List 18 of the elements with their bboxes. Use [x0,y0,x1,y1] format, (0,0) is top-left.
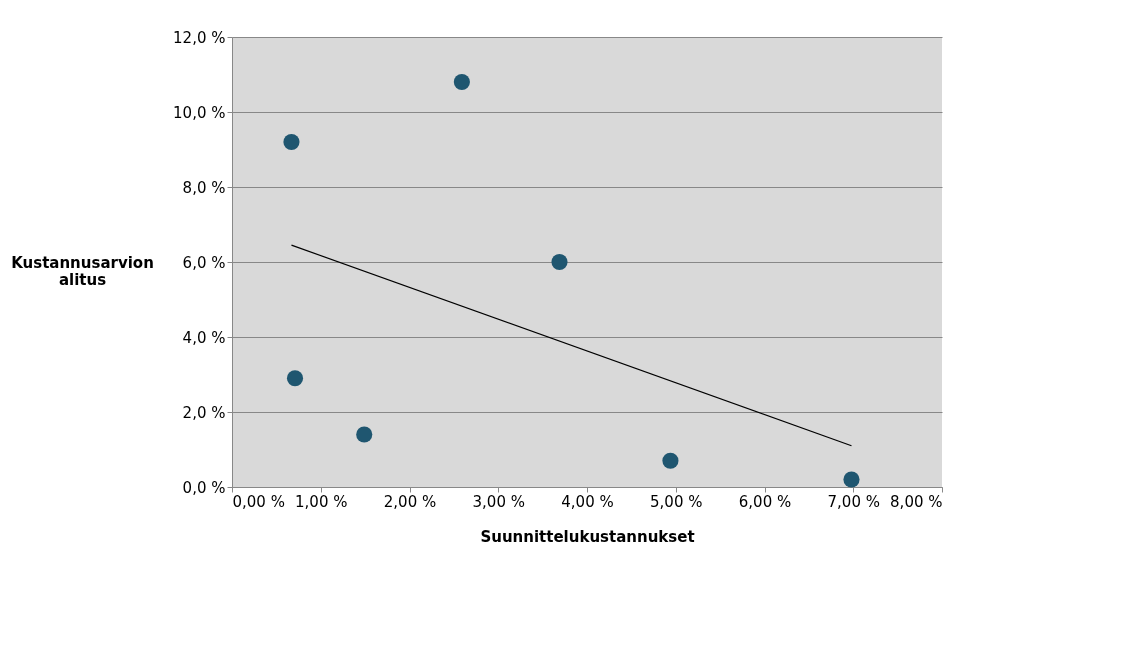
x-tick-label: 5,00 % [650,492,703,511]
x-tick-label: 2,00 % [383,492,437,511]
x-tick-label: 1,00 % [295,492,348,511]
x-tick-label: 4,00 % [561,492,614,511]
x-tick-label: 7,00 % [827,492,880,511]
x-tick-label: 3,00 % [472,492,525,511]
y-axis-title: Kustannusarvion alitus [11,253,154,289]
y-tick-label: 12,0 % [173,28,226,47]
y-tick-label: 6,0 % [182,253,226,272]
y-tick-label: 10,0 % [173,103,226,122]
y-tick-label: 4,0 % [182,328,226,347]
x-axis-title: Suunnittelukustannukset [480,527,695,546]
y-tick-label: 2,0 % [182,403,226,422]
x-tick-label: 6,00 % [738,492,792,511]
y-tick-label: 0,0 % [182,478,226,497]
x-tick-label: 8,00 % [890,492,943,511]
y-tick-label: 8,0 % [182,178,226,197]
x-tick-label: 0,00 % [232,492,285,511]
